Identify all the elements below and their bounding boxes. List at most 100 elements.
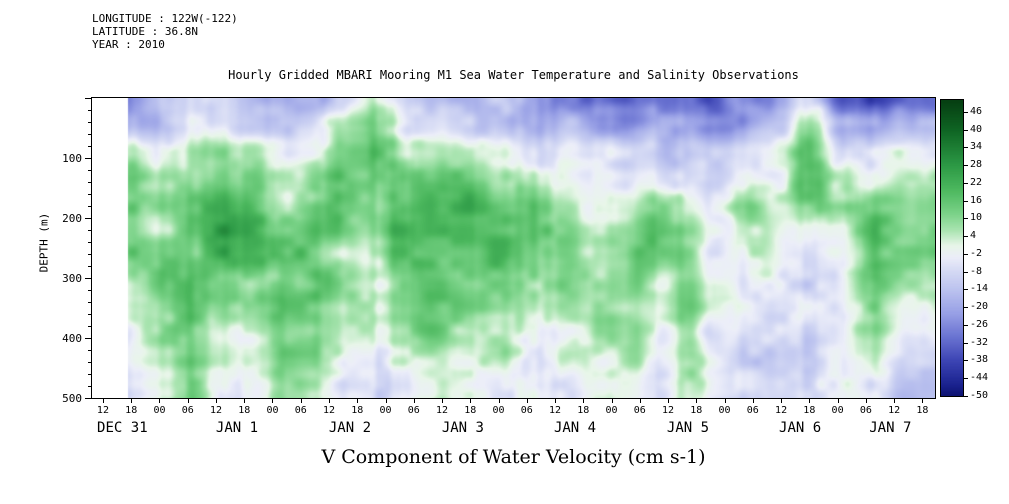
heatmap-plot-area bbox=[91, 97, 936, 399]
x-hour-label: 06 bbox=[520, 405, 533, 416]
colorbar-tick-label: -26 bbox=[970, 318, 989, 330]
colorbar-tick-label: 40 bbox=[970, 123, 983, 135]
metadata-block: LONGITUDE : 122W(-122) LATITUDE : 36.8N … bbox=[92, 12, 238, 51]
y-tick bbox=[85, 218, 92, 219]
colorbar-tick-label: 22 bbox=[970, 176, 983, 188]
x-tick bbox=[696, 398, 698, 403]
y-tick bbox=[88, 206, 92, 207]
x-tick bbox=[328, 398, 330, 403]
x-hour-label: 12 bbox=[209, 405, 222, 416]
latitude-label: LATITUDE : 36.8N bbox=[92, 25, 198, 38]
heatmap-canvas bbox=[92, 98, 935, 398]
y-tick bbox=[88, 374, 92, 375]
colorbar-tick bbox=[964, 289, 968, 291]
x-tick bbox=[894, 398, 896, 403]
y-tick bbox=[88, 230, 92, 231]
x-axis-caption: V Component of Water Velocity (cm s-1) bbox=[321, 446, 706, 468]
colorbar-tick-label: 16 bbox=[970, 194, 983, 206]
colorbar-tick-label: -32 bbox=[970, 336, 989, 348]
x-day-label: JAN 1 bbox=[215, 420, 259, 436]
x-tick bbox=[442, 398, 444, 403]
x-tick bbox=[555, 398, 557, 403]
y-tick bbox=[85, 398, 92, 399]
colorbar-tick-label: -2 bbox=[970, 247, 983, 259]
x-tick bbox=[809, 398, 811, 403]
x-hour-label: 06 bbox=[407, 405, 420, 416]
y-tick bbox=[88, 362, 92, 363]
x-tick bbox=[668, 398, 670, 403]
x-hour-label: 00 bbox=[605, 405, 618, 416]
x-tick bbox=[131, 398, 133, 403]
x-tick bbox=[413, 398, 415, 403]
x-tick bbox=[639, 398, 641, 403]
colorbar-tick-label: 28 bbox=[970, 159, 983, 171]
colorbar-tick bbox=[964, 236, 968, 238]
x-day-label: JAN 3 bbox=[441, 420, 484, 436]
x-tick bbox=[244, 398, 246, 403]
colorbar-tick bbox=[964, 182, 968, 184]
y-tick bbox=[88, 182, 92, 183]
colorbar-gradient bbox=[941, 100, 963, 396]
colorbar-tick bbox=[964, 396, 968, 397]
colorbar-tick bbox=[964, 324, 968, 326]
x-tick bbox=[724, 398, 726, 403]
colorbar bbox=[940, 99, 964, 397]
x-hour-label: 18 bbox=[690, 405, 703, 416]
y-tick bbox=[88, 290, 92, 291]
year-label: YEAR : 2010 bbox=[92, 38, 165, 51]
colorbar-tick bbox=[964, 253, 968, 255]
colorbar-tick bbox=[964, 129, 968, 131]
y-tick bbox=[85, 278, 92, 279]
x-tick bbox=[526, 398, 528, 403]
x-hour-label: 18 bbox=[238, 405, 251, 416]
x-tick bbox=[187, 398, 189, 403]
y-tick bbox=[88, 134, 92, 135]
colorbar-tick-label: -44 bbox=[970, 372, 989, 384]
plot-title: Hourly Gridded MBARI Mooring M1 Sea Wate… bbox=[228, 68, 799, 82]
x-tick bbox=[611, 398, 613, 403]
x-hour-label: 00 bbox=[153, 405, 166, 416]
x-tick bbox=[837, 398, 839, 403]
y-tick bbox=[88, 266, 92, 267]
x-day-label: JAN 4 bbox=[553, 420, 597, 436]
x-tick bbox=[272, 398, 274, 403]
y-tick-label: 400 bbox=[62, 332, 82, 345]
y-tick bbox=[88, 254, 92, 255]
y-tick bbox=[85, 338, 92, 339]
y-tick bbox=[88, 314, 92, 315]
y-tick bbox=[85, 98, 92, 99]
y-tick-label: 500 bbox=[62, 392, 82, 405]
y-tick bbox=[88, 110, 92, 111]
colorbar-tick-label: -38 bbox=[970, 354, 989, 366]
colorbar-tick bbox=[964, 218, 968, 220]
y-tick bbox=[88, 386, 92, 387]
y-tick bbox=[88, 170, 92, 171]
x-hour-label: 18 bbox=[803, 405, 816, 416]
colorbar-tick-label: 10 bbox=[970, 212, 983, 224]
x-hour-label: 12 bbox=[96, 405, 109, 416]
x-tick bbox=[498, 398, 500, 403]
x-day-label: JAN 6 bbox=[779, 420, 822, 436]
colorbar-tick-label: -20 bbox=[970, 301, 989, 313]
x-tick bbox=[385, 398, 387, 403]
colorbar-tick bbox=[964, 111, 968, 113]
x-hour-label: 18 bbox=[125, 405, 138, 416]
x-tick bbox=[102, 398, 104, 403]
longitude-label: LONGITUDE : 122W(-122) bbox=[92, 12, 238, 25]
x-hour-label: 12 bbox=[775, 405, 788, 416]
colorbar-tick bbox=[964, 271, 968, 273]
y-tick bbox=[85, 158, 92, 159]
x-hour-label: 18 bbox=[577, 405, 590, 416]
colorbar-tick-label: -50 bbox=[970, 390, 989, 401]
x-day-label: JAN 2 bbox=[328, 420, 372, 436]
y-tick-label: 200 bbox=[62, 212, 82, 225]
y-tick-label: 300 bbox=[62, 272, 82, 285]
colorbar-tick bbox=[964, 378, 968, 380]
colorbar-tick bbox=[964, 360, 968, 362]
x-tick bbox=[583, 398, 585, 403]
colorbar-tick bbox=[964, 200, 968, 202]
colorbar-tick-label: 4 bbox=[970, 230, 977, 242]
y-tick bbox=[88, 302, 92, 303]
colorbar-tick bbox=[964, 165, 968, 167]
